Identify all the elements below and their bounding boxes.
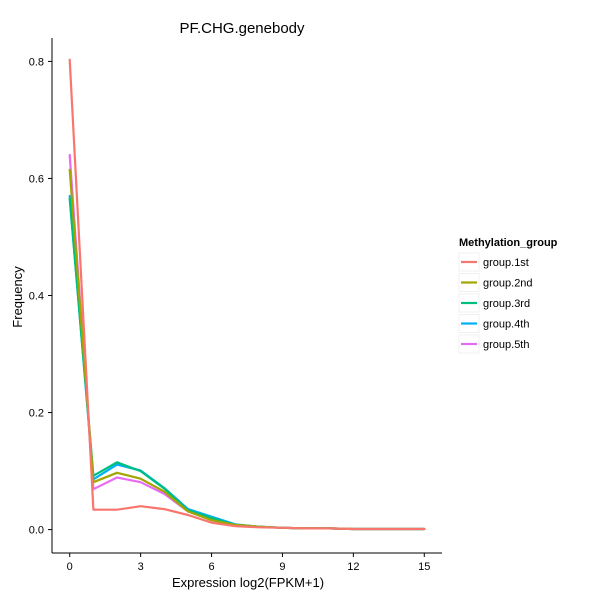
legend-item-label: group.3rd <box>483 298 530 310</box>
series-line-group-2nd <box>68 168 426 531</box>
x-tick-label: 0 <box>67 561 73 573</box>
x-tick-label: 15 <box>418 561 430 573</box>
legend-item-label: group.5th <box>483 339 529 351</box>
series-line-group-5th <box>68 153 426 531</box>
x-axis-title: Expression log2(FPKM+1) <box>172 575 324 590</box>
plot-panel: 0.0 0.2 0.4 0.6 0.8 0 3 6 9 12 15 <box>29 38 442 573</box>
y-tick-label: 0.4 <box>29 291 44 303</box>
y-axis-title: Frequency <box>10 266 25 328</box>
x-tick-label: 9 <box>279 561 285 573</box>
chart-title: PF.CHG.genebody <box>179 20 305 37</box>
legend-item-label: group.2nd <box>483 278 533 290</box>
legend-title: Methylation_group <box>459 237 558 249</box>
y-tick-label: 0.2 <box>29 408 44 420</box>
legend-item-label: group.4th <box>483 319 529 331</box>
y-tick-label: 0.0 <box>29 525 44 537</box>
y-tick-label: 0.6 <box>29 173 44 185</box>
legend-item-label: group.1st <box>483 257 529 269</box>
series-line-group-1st <box>68 58 426 531</box>
legend-items: group.1st group.2nd group.3rd group.4th grou… <box>458 252 533 354</box>
y-tick-label: 0.8 <box>29 56 44 68</box>
legend: Methylation_group group.1stgroup.2ndgrou… <box>458 237 558 354</box>
x-tick-label: 6 <box>208 561 214 573</box>
x-tick-label: 12 <box>347 561 359 573</box>
x-tick-label: 3 <box>138 561 144 573</box>
